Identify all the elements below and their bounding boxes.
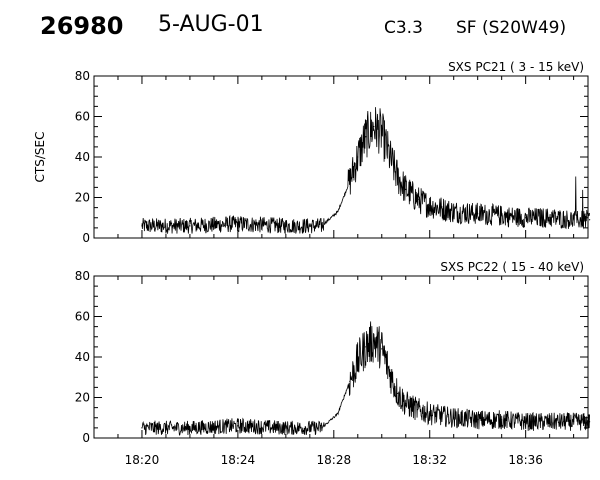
data-point — [189, 225, 191, 227]
data-point — [429, 205, 431, 207]
chart-title: SXS PC21 ( 3 - 15 keV) — [448, 60, 584, 74]
data-point — [337, 211, 339, 213]
data-point — [381, 348, 383, 350]
y-tick-label: 40 — [75, 150, 90, 164]
y-axis-label: CTS/SEC — [33, 132, 47, 183]
chart-title: SXS PC22 ( 15 - 40 keV) — [440, 260, 584, 274]
observation-date: 5-AUG-01 — [158, 12, 264, 37]
y-tick-label: 0 — [82, 431, 90, 445]
data-point — [429, 413, 431, 415]
data-point — [285, 225, 287, 227]
data-point — [357, 156, 359, 158]
data-point — [405, 188, 407, 190]
data-point — [189, 427, 191, 429]
data-point — [321, 427, 323, 429]
data-point — [365, 136, 367, 138]
data-point — [141, 427, 143, 429]
data-point — [417, 409, 419, 411]
data-point — [349, 180, 351, 182]
data-point — [477, 213, 479, 215]
data-point — [417, 198, 419, 201]
x-tick-label: 18:28 — [317, 453, 352, 467]
data-point — [141, 225, 143, 227]
data-point — [237, 223, 239, 225]
y-tick-label: 80 — [75, 69, 90, 83]
data-point — [588, 219, 591, 221]
data-point — [389, 156, 391, 158]
data-point — [365, 346, 367, 348]
data-point — [389, 372, 391, 374]
data-point — [285, 427, 287, 429]
data-point — [397, 392, 399, 395]
observation-id: 26980 — [40, 12, 124, 40]
x-tick-label: 18:36 — [508, 453, 543, 467]
data-point — [453, 417, 455, 419]
data-point — [357, 360, 359, 362]
y-tick-label: 0 — [82, 231, 90, 245]
flare-location: SF (S20W49) — [456, 18, 567, 38]
data-point — [525, 217, 527, 219]
data-point — [237, 425, 239, 427]
x-tick-label: 18:32 — [412, 453, 447, 467]
data-point — [337, 413, 339, 415]
data-point — [321, 225, 323, 227]
data-point — [588, 421, 591, 423]
data-point — [573, 421, 575, 423]
y-tick-label: 60 — [75, 310, 90, 324]
data-point — [405, 402, 407, 405]
series-line — [141, 321, 590, 436]
data-point — [349, 380, 351, 382]
chart-panel-1: SXS PC21 ( 3 - 15 keV) 0 20 40 60 80 CTS/SEC — [33, 60, 591, 245]
data-point — [573, 219, 575, 221]
data-point — [477, 419, 479, 421]
plot-frame — [93, 75, 589, 239]
data-point — [501, 419, 503, 421]
plot-frame — [93, 275, 589, 439]
x-tick-label: 18:20 — [125, 453, 160, 467]
x-tick-label: 18:24 — [221, 453, 256, 467]
y-tick-label: 80 — [75, 269, 90, 283]
y-tick-label: 20 — [75, 191, 90, 205]
chart-panel-2: SXS PC22 ( 15 - 40 keV) 0 20 40 60 80 18:20 18:… — [75, 260, 591, 467]
data-point — [549, 217, 551, 219]
data-point — [525, 421, 527, 423]
data-point — [373, 126, 375, 128]
series-line — [141, 107, 590, 235]
data-point — [549, 421, 551, 423]
data-point — [453, 211, 455, 213]
data-point — [397, 176, 399, 178]
y-tick-label: 60 — [75, 110, 90, 124]
flare-class: C3.3 — [384, 18, 423, 38]
y-tick-label: 40 — [75, 350, 90, 364]
y-tick-label: 20 — [75, 391, 90, 405]
data-point — [373, 340, 375, 342]
data-point — [381, 132, 383, 134]
data-point — [501, 215, 503, 217]
